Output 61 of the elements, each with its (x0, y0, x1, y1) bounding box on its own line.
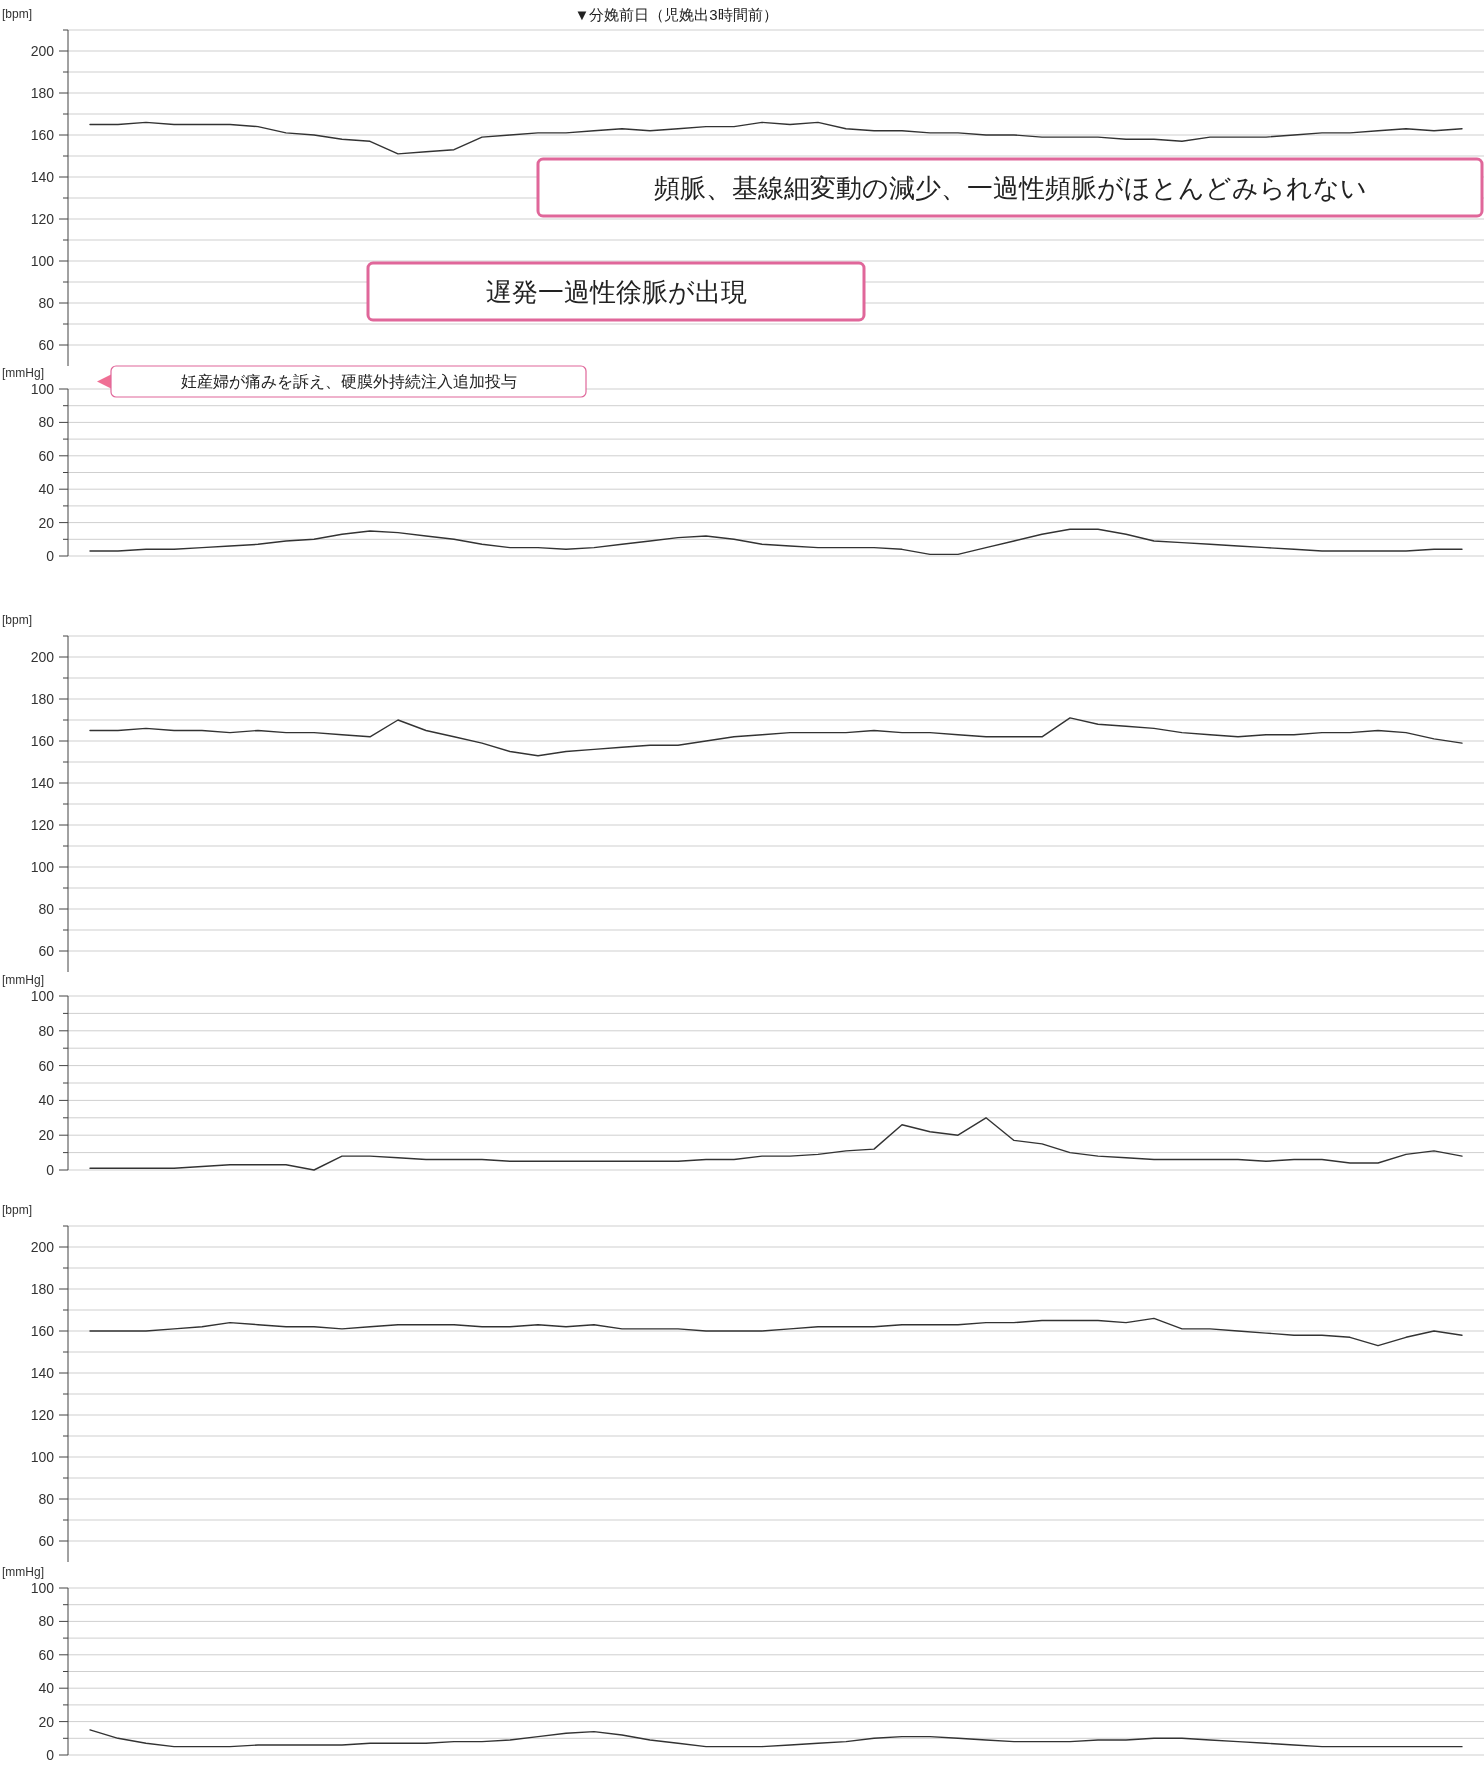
y-tick-label: 40 (38, 1680, 55, 1697)
y-tick-label: 60 (38, 337, 55, 353)
y-tick-label: 100 (30, 253, 55, 269)
y-tick-label: 60 (38, 447, 55, 464)
y-tick-label: 160 (30, 127, 55, 143)
y-tick-label: 20 (38, 514, 55, 531)
y-tick-label: 80 (38, 1613, 55, 1630)
y-tick-label: 200 (30, 649, 55, 665)
annotation: 頻脈、基線細変動の減少、一過性頻脈がほとんどみられない (536, 157, 1484, 218)
y-tick-label: 200 (30, 1239, 55, 1255)
line-series (89, 528, 1463, 556)
y-tick-label: 60 (38, 943, 55, 959)
y-tick-label: 200 (30, 43, 55, 59)
y-tick-label: 160 (30, 733, 55, 749)
line-series (89, 717, 1463, 757)
y-tick-label: 100 (30, 381, 55, 397)
y-tick-label: 180 (30, 1281, 55, 1297)
y-tick-label: 0 (46, 1162, 55, 1178)
line-series (89, 121, 1463, 155)
y-axis-title: [bpm] (2, 1203, 33, 1217)
y-axis-title: [bpm] (2, 613, 33, 627)
y-axis-title: [bpm] (2, 7, 33, 21)
line-series (89, 1117, 1463, 1171)
y-tick-label: 80 (38, 295, 55, 311)
y-axis-title: [mmHg] (2, 366, 44, 380)
annotation: 妊産婦が痛みを訴え、硬膜外持続注入追加投与 (180, 373, 517, 391)
y-tick-label: 120 (30, 1407, 55, 1423)
y-tick-label: 40 (38, 481, 55, 498)
line-series (89, 1317, 1463, 1347)
y-tick-label: 60 (38, 1533, 55, 1549)
y-tick-label: 120 (30, 817, 55, 833)
y-tick-label: 80 (38, 1022, 55, 1039)
y-tick-label: 140 (30, 775, 55, 791)
y-tick-label: 20 (38, 1127, 55, 1144)
y-tick-label: 0 (46, 548, 55, 564)
annotation: 遅発一過性徐脈が出現 (485, 276, 747, 307)
y-tick-label: 180 (30, 691, 55, 707)
y-tick-label: 100 (30, 859, 55, 875)
y-tick-label: 100 (30, 1449, 55, 1465)
y-tick-label: 180 (30, 85, 55, 101)
y-tick-label: 60 (38, 1646, 55, 1663)
annotation: 妊産婦が痛みを訴え、硬膜外持続注入追加投与 (97, 365, 587, 398)
y-tick-label: 20 (38, 1713, 55, 1730)
line-series (89, 1729, 1463, 1748)
y-axis-title: [mmHg] (2, 973, 44, 987)
chart-title: ▼分娩前日（児娩出3時間前） (574, 6, 778, 23)
y-tick-label: 100 (30, 1580, 55, 1596)
y-tick-label: 80 (38, 901, 55, 917)
y-tick-label: 60 (38, 1057, 55, 1074)
y-tick-label: 120 (30, 211, 55, 227)
y-axis-title: [mmHg] (2, 1565, 44, 1579)
y-tick-label: 40 (38, 1092, 55, 1109)
y-tick-label: 140 (30, 1365, 55, 1381)
y-tick-label: 80 (38, 414, 55, 431)
annotation: 頻脈、基線細変動の減少、一過性頻脈がほとんどみられない (653, 172, 1367, 203)
y-tick-label: 80 (38, 1491, 55, 1507)
y-tick-label: 0 (46, 1747, 55, 1763)
y-tick-label: 140 (30, 169, 55, 185)
annotation: 遅発一過性徐脈が出現 (366, 261, 866, 322)
y-tick-label: 100 (30, 988, 55, 1004)
y-tick-label: 160 (30, 1323, 55, 1339)
